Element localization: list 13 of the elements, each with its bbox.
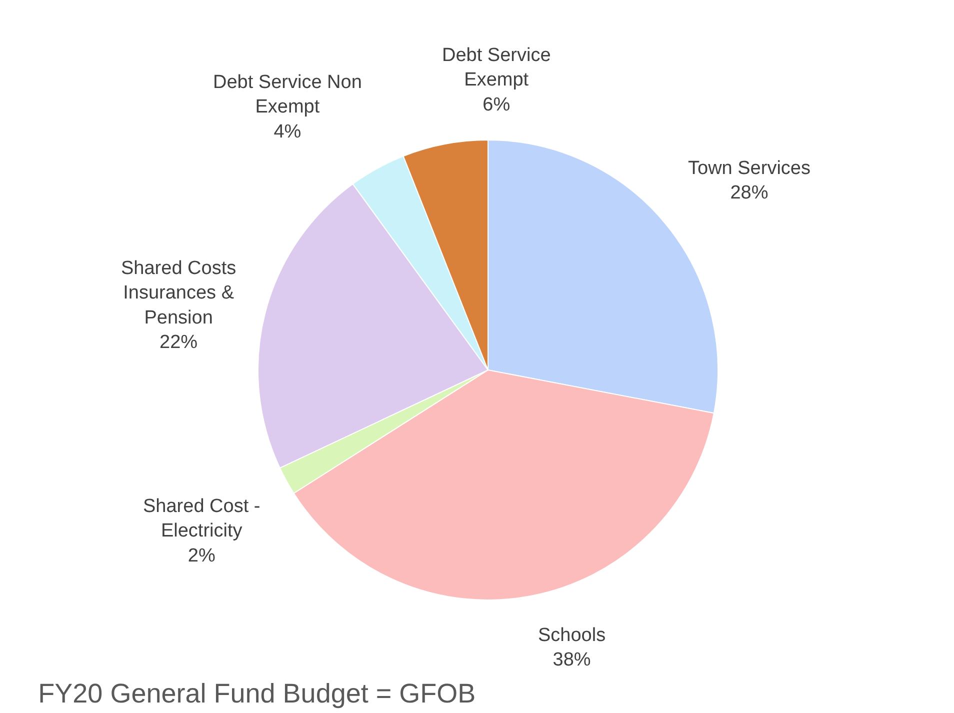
data-label: 28% bbox=[730, 182, 768, 204]
data-label: 6% bbox=[482, 94, 510, 116]
slice-label: Debt Service Exempt bbox=[442, 45, 551, 91]
slice-label: Shared Cost - Electricity bbox=[143, 496, 260, 542]
slice-label: Shared Costs Insurances & Pension bbox=[121, 258, 236, 328]
slice-label: Debt Service Non Exempt bbox=[213, 72, 362, 118]
slice-label: Schools bbox=[538, 625, 606, 646]
slice-label: Town Services bbox=[688, 158, 810, 179]
data-label: 2% bbox=[188, 545, 216, 566]
data-label: 38% bbox=[552, 650, 591, 671]
data-label: 22% bbox=[160, 332, 198, 354]
data-label: 4% bbox=[274, 121, 302, 142]
text: FY20 General Fund Budget = GFOB bbox=[38, 678, 476, 708]
